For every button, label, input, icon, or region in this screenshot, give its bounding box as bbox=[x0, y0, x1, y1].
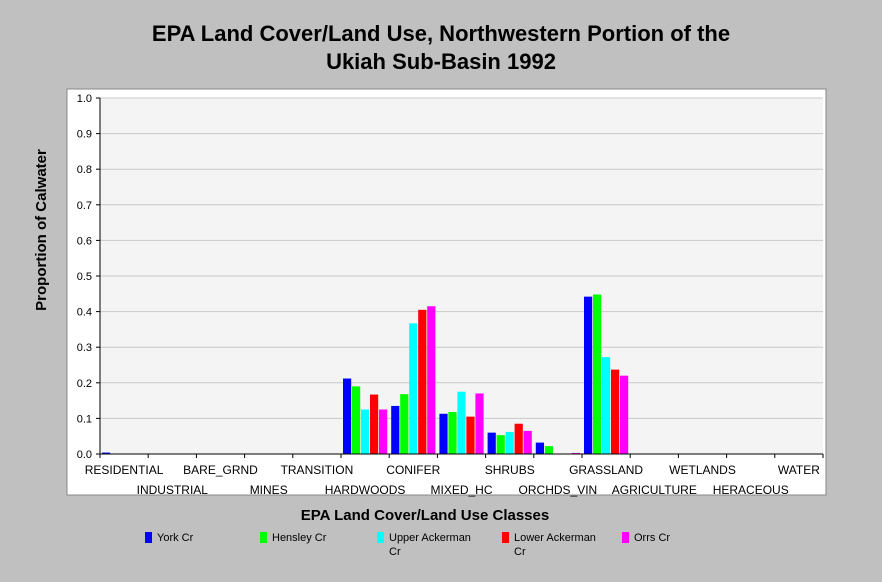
bar bbox=[448, 411, 457, 454]
y-tick-label: 0.4 bbox=[77, 307, 92, 319]
bar bbox=[602, 357, 611, 454]
y-ticks: 0.0 0.1 0.2 0.3 0.4 0.5 0.6 0.7 0.8 0.9 1.0 bbox=[77, 93, 100, 461]
bar bbox=[505, 431, 514, 454]
legend-label: Hensley Cr bbox=[272, 532, 327, 544]
bar bbox=[343, 378, 352, 454]
legend-swatch bbox=[145, 532, 152, 543]
legend-label: York Cr bbox=[157, 532, 194, 544]
legend-swatch bbox=[502, 532, 509, 543]
x-ticks: RESIDENTIAL INDUSTRIAL BARE_GRND MINES TRANS… bbox=[85, 454, 824, 497]
bar bbox=[391, 405, 400, 454]
chart-title-line-2: Ukiah Sub-Basin 1992 bbox=[326, 49, 556, 74]
x-tick-label: RESIDENTIAL bbox=[85, 463, 164, 477]
bar bbox=[418, 309, 427, 454]
legend-item: Lower Ackerman Cr bbox=[502, 531, 609, 559]
y-tick-label: 0.6 bbox=[77, 235, 92, 247]
legend-swatch bbox=[260, 532, 267, 543]
y-tick-label: 0.7 bbox=[77, 200, 92, 212]
bar bbox=[544, 446, 553, 454]
x-tick-label: SHRUBS bbox=[485, 463, 535, 477]
bar bbox=[427, 306, 436, 454]
x-tick-label: MINES bbox=[250, 483, 288, 497]
y-axis-label: Proportion of Calwater bbox=[33, 149, 50, 311]
bar bbox=[620, 375, 629, 454]
bar bbox=[593, 294, 602, 454]
y-tick-label: 0.8 bbox=[77, 164, 92, 176]
bar bbox=[370, 394, 379, 454]
x-tick-label: BARE_GRND bbox=[183, 463, 258, 477]
y-tick-label: 1.0 bbox=[77, 93, 92, 105]
bar bbox=[361, 409, 370, 454]
bar bbox=[102, 452, 111, 454]
x-tick-label: AGRICULTURE bbox=[612, 483, 697, 497]
bar bbox=[611, 369, 620, 454]
x-tick-label: HERACEOUS bbox=[713, 483, 789, 497]
legend-label: Orrs Cr bbox=[634, 532, 671, 544]
bar bbox=[496, 435, 505, 454]
x-tick-label: INDUSTRIAL bbox=[137, 483, 209, 497]
y-tick-label: 0.9 bbox=[77, 129, 92, 141]
bar bbox=[352, 386, 361, 454]
y-tick-label: 0.0 bbox=[77, 449, 92, 461]
x-tick-label: CONIFER bbox=[386, 463, 440, 477]
bar bbox=[466, 416, 475, 454]
x-tick-label: WATER bbox=[778, 463, 820, 477]
bar bbox=[379, 409, 388, 454]
bars bbox=[102, 294, 629, 454]
legend-item: Upper Ackerman Cr bbox=[377, 531, 484, 559]
x-tick-label: ORCHDS_VIN bbox=[519, 483, 598, 497]
bar bbox=[457, 391, 466, 454]
bar bbox=[475, 393, 484, 454]
legend-swatch bbox=[377, 532, 384, 543]
x-tick-label: HARDWOODS bbox=[325, 483, 406, 497]
legend-swatch bbox=[622, 532, 629, 543]
chart-title-line-1: EPA Land Cover/Land Use, Northwestern Po… bbox=[151, 21, 731, 46]
bar bbox=[571, 452, 580, 454]
bar bbox=[514, 423, 523, 454]
bar bbox=[409, 323, 418, 454]
legend-item: York Cr bbox=[145, 531, 252, 545]
chart-title: EPA Land Cover/Land Use, Northwestern Po… bbox=[0, 20, 882, 76]
legend-label: Upper Ackerman Cr bbox=[389, 532, 471, 558]
legend-label: Lower Ackerman Cr bbox=[514, 532, 596, 558]
x-tick-label: MIXED_HC bbox=[430, 483, 492, 497]
bar bbox=[400, 394, 409, 454]
y-tick-label: 0.1 bbox=[77, 413, 92, 425]
bar bbox=[584, 296, 593, 454]
legend-item: Orrs Cr bbox=[622, 531, 729, 545]
bar bbox=[535, 442, 544, 454]
y-tick-label: 0.5 bbox=[77, 271, 92, 283]
bar bbox=[523, 430, 532, 454]
x-tick-label: GRASSLAND bbox=[569, 463, 643, 477]
x-tick-label: WETLANDS bbox=[669, 463, 736, 477]
bar bbox=[439, 413, 448, 454]
y-tick-label: 0.3 bbox=[77, 342, 92, 354]
x-tick-label: TRANSITION bbox=[281, 463, 354, 477]
y-tick-label: 0.2 bbox=[77, 378, 92, 390]
x-axis-label: EPA Land Cover/Land Use Classes bbox=[300, 507, 550, 524]
bar bbox=[487, 432, 496, 454]
legend-item: Hensley Cr bbox=[260, 531, 367, 545]
